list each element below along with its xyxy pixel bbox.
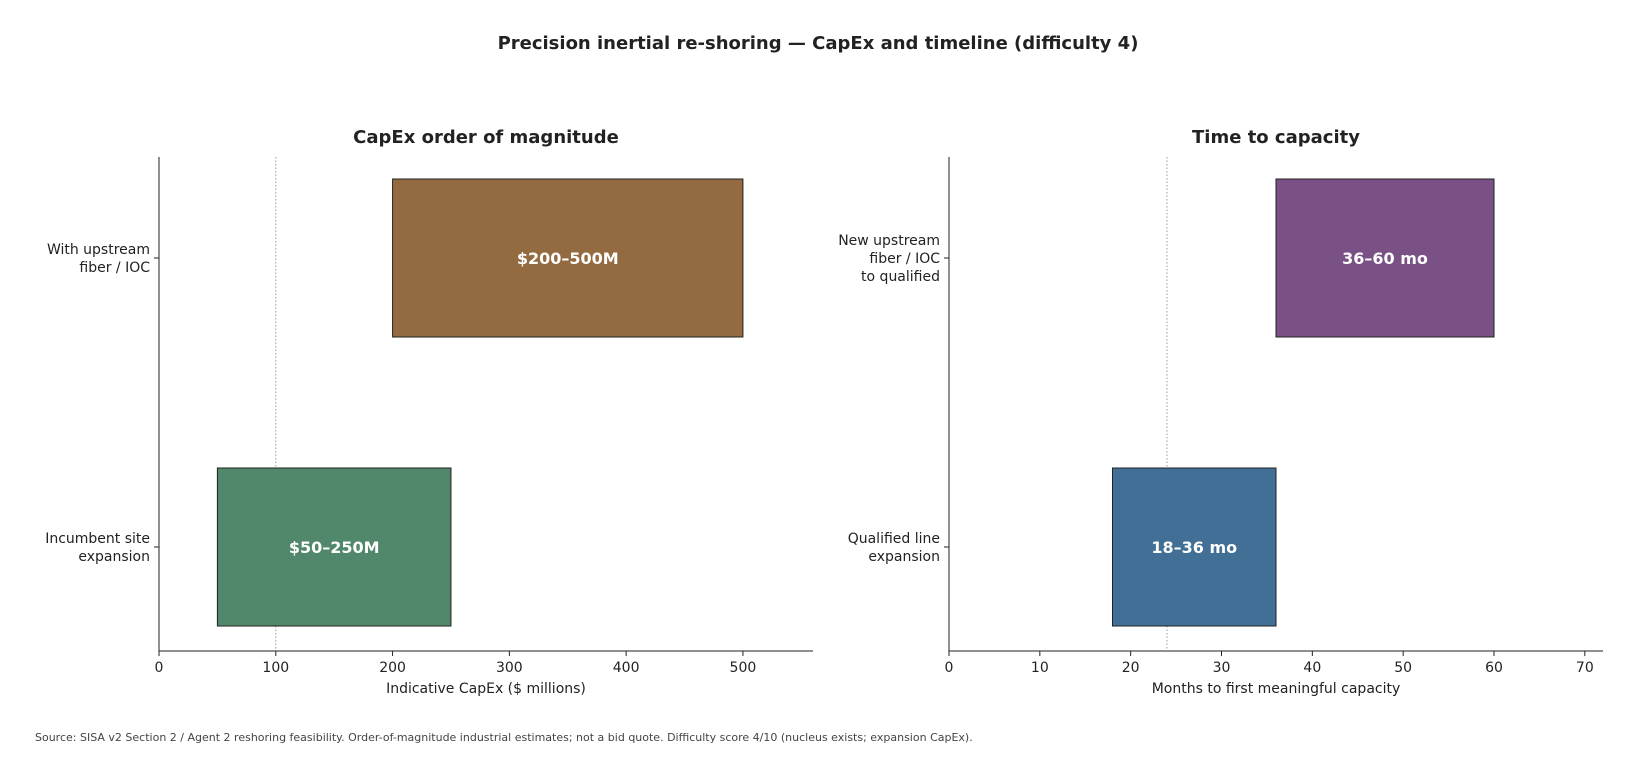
bar-value-label: 18–36 mo [1151,538,1237,557]
x-tick-label: 20 [1122,660,1140,676]
category-label-line: expansion [78,549,150,565]
x-tick-label: 0 [155,660,164,676]
category-label: With upstream fiber / IOC [47,242,150,276]
panel-title: Time to capacity [1192,127,1360,148]
category-label: Incumbent site expansion [45,531,150,565]
category-label-line: to qualified [861,269,940,285]
category-label-line: fiber / IOC [79,260,150,276]
bar [392,178,744,338]
category-label-line: With upstream [47,242,150,258]
bar-value-label: 36–60 mo [1342,249,1428,268]
x-tick-label: 70 [1576,660,1594,676]
bar-value-label: $50–250M [289,538,380,557]
x-tick-label: 300 [496,660,523,676]
x-tick-label: 100 [262,660,289,676]
source-note: Source: SISA v2 Section 2 / Agent 2 resh… [35,731,973,744]
figure-title: Precision inertial re-shoring — CapEx an… [498,33,1139,54]
bar [1275,178,1495,338]
category-label-line: Qualified line [848,531,940,547]
x-tick-label: 60 [1485,660,1503,676]
category-label-line: expansion [868,549,940,565]
category-label: Qualified line expansion [848,531,940,565]
x-axis-label: Months to first meaningful capacity [1152,681,1401,697]
x-tick-label: 50 [1394,660,1412,676]
category-label: New upstream fiber / IOC to qualified [838,233,940,285]
bar [1112,467,1277,627]
x-tick-label: 400 [613,660,640,676]
x-tick-label: 0 [945,660,954,676]
category-label-line: fiber / IOC [869,251,940,267]
x-axis-label: Indicative CapEx ($ millions) [386,681,586,697]
chart-panels: CapEx order of magnitude $200–500M With up… [45,127,1603,697]
x-tick-label: 200 [379,660,406,676]
panel-title: CapEx order of magnitude [353,127,619,148]
bar-value-label: $200–500M [517,249,619,268]
x-tick-label: 500 [730,660,757,676]
category-label-line: New upstream [838,233,940,249]
x-tick-label: 30 [1213,660,1231,676]
chart-panel-1: CapEx order of magnitude $200–500M With up… [45,127,813,697]
bar [216,467,452,627]
x-tick-label: 10 [1031,660,1049,676]
chart-panel-2: Time to capacity 36–60 mo New upstream fibe… [838,127,1603,697]
x-tick-label: 40 [1303,660,1321,676]
category-label-line: Incumbent site [45,531,150,547]
